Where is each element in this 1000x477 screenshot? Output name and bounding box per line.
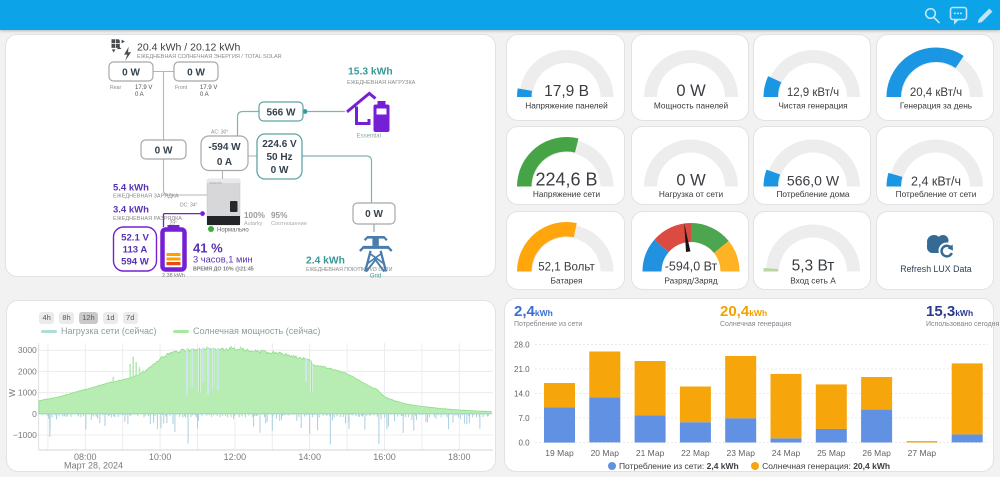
svg-text:0 W: 0 W [122, 68, 140, 79]
svg-text:21.0: 21.0 [514, 365, 530, 374]
svg-text:Март 28, 2024: Март 28, 2024 [64, 461, 123, 471]
svg-text:Потребление от сети: Потребление от сети [896, 189, 977, 199]
svg-text:0 W: 0 W [365, 209, 383, 220]
svg-text:Refresh LUX Data: Refresh LUX Data [900, 264, 971, 274]
svg-text:20 Мар: 20 Мар [591, 448, 620, 458]
svg-text:17.9 V: 17.9 V [135, 85, 152, 91]
svg-text:15.3 kWh: 15.3 kWh [348, 67, 393, 78]
svg-text:7.0: 7.0 [518, 414, 530, 423]
svg-text:29°: 29° [170, 221, 178, 227]
svg-text:Вход сеть А: Вход сеть А [790, 276, 836, 286]
svg-text:2000: 2000 [18, 366, 37, 376]
svg-text:22 Мар: 22 Мар [681, 448, 710, 458]
svg-text:Нагрузка от сети: Нагрузка от сети [658, 189, 723, 199]
svg-text:AC: 30°: AC: 30° [211, 130, 228, 136]
svg-text:ЕЖЕДНЕВНАЯ ЗАРЯДКА: ЕЖЕДНЕВНАЯ ЗАРЯДКА [113, 194, 179, 200]
svg-text:Батарея: Батарея [551, 276, 583, 286]
svg-text:20,4 кВт/ч: 20,4 кВт/ч [910, 87, 962, 99]
svg-text:566,0 W: 566,0 W [787, 173, 840, 189]
svg-text:0 W: 0 W [187, 68, 205, 79]
svg-text:Чистая генерация: Чистая генерация [778, 101, 847, 111]
svg-text:95%: 95% [271, 211, 288, 220]
svg-text:566 W: 566 W [267, 108, 296, 119]
svg-text:Разряд/Заряд: Разряд/Заряд [664, 276, 717, 286]
svg-text:28.0: 28.0 [514, 341, 530, 350]
svg-text:224.6 V: 224.6 V [262, 139, 297, 150]
svg-text:0: 0 [32, 409, 37, 419]
svg-text:ЕЖЕДНЕВНАЯ СОЛНЕЧНАЯ ЭНЕРГИЯ /: ЕЖЕДНЕВНАЯ СОЛНЕЧНАЯ ЭНЕРГИЯ / TOTAL SOL… [137, 54, 282, 60]
svg-text:10:00: 10:00 [149, 452, 172, 462]
svg-text:ЕЖЕДНЕВНАЯ НАГРУЗКА: ЕЖЕДНЕВНАЯ НАГРУЗКА [347, 80, 416, 86]
svg-text:0.0: 0.0 [518, 439, 530, 448]
svg-text:Потребление дома: Потребление дома [776, 189, 849, 199]
svg-text:Нормально: Нормально [217, 228, 249, 234]
svg-text:Grid: Grid [370, 273, 381, 278]
svg-text:0 A: 0 A [217, 157, 232, 168]
svg-text:12:00: 12:00 [224, 452, 247, 462]
svg-text:20.4 kWh / 20.12 kWh: 20.4 kWh / 20.12 kWh [137, 42, 240, 54]
svg-text:-594 W: -594 W [208, 142, 241, 153]
svg-text:Напряжение сети: Напряжение сети [533, 189, 601, 199]
svg-text:0 W: 0 W [676, 172, 706, 190]
svg-text:23 Мар: 23 Мар [726, 448, 755, 458]
svg-text:113 A: 113 A [123, 245, 148, 256]
svg-text:5.4 kWh: 5.4 kWh [113, 183, 149, 194]
svg-text:Essential: Essential [357, 134, 381, 140]
svg-text:Напряжение панелей: Напряжение панелей [525, 101, 608, 111]
svg-text:12,9 кВт/ч: 12,9 кВт/ч [787, 87, 839, 99]
svg-text:0 A: 0 A [200, 92, 209, 98]
svg-text:224,6 В: 224,6 В [535, 170, 597, 190]
svg-text:52,1 Вольт: 52,1 Вольт [538, 262, 595, 274]
svg-text:-594,0 Вт: -594,0 Вт [664, 260, 717, 274]
svg-text:100%: 100% [244, 211, 266, 220]
svg-text:Front: Front [175, 85, 188, 91]
svg-text:52.1 V: 52.1 V [121, 233, 149, 244]
svg-text:Соотношение: Соотношение [271, 221, 307, 227]
svg-text:3000: 3000 [18, 345, 37, 355]
svg-text:21 Мар: 21 Мар [636, 448, 665, 458]
svg-text:5,3 Вт: 5,3 Вт [792, 258, 835, 275]
svg-text:−1000: −1000 [13, 430, 37, 440]
svg-text:3 часов,1 мин: 3 часов,1 мин [193, 255, 253, 265]
svg-text:DC: 34°: DC: 34° [180, 203, 198, 209]
svg-text:25 Мар: 25 Мар [817, 448, 846, 458]
svg-text:16:00: 16:00 [373, 452, 396, 462]
svg-text:17,9 В: 17,9 В [544, 83, 589, 100]
svg-text:594 W: 594 W [121, 257, 150, 268]
svg-text:Мощность панелей: Мощность панелей [653, 101, 728, 111]
svg-text:19 Мар: 19 Мар [545, 448, 574, 458]
svg-text:ЕЖЕДНЕВНАЯ РАЗРЯДКА: ЕЖЕДНЕВНАЯ РАЗРЯДКА [113, 216, 182, 222]
svg-text:2.38 kWh: 2.38 kWh [162, 273, 185, 278]
svg-text:50 Hz: 50 Hz [266, 152, 292, 163]
svg-text:Autarky: Autarky [244, 221, 263, 227]
svg-text:17.9 V: 17.9 V [200, 85, 217, 91]
svg-text:ВРЕМЯ ДО 10% @21:45: ВРЕМЯ ДО 10% @21:45 [193, 267, 254, 273]
svg-text:Rear: Rear [110, 85, 122, 91]
svg-text:24 Мар: 24 Мар [772, 448, 801, 458]
svg-text:0 W: 0 W [676, 82, 706, 100]
svg-text:41 %: 41 % [193, 241, 223, 256]
svg-text:SUNSYNK: SUNSYNK [210, 181, 223, 185]
svg-text:ЕЖЕДНЕВНАЯ ПОКУПКА ИЗ СЕТИ: ЕЖЕДНЕВНАЯ ПОКУПКА ИЗ СЕТИ [306, 267, 393, 273]
svg-text:14:00: 14:00 [298, 452, 321, 462]
svg-text:1000: 1000 [18, 388, 37, 398]
svg-text:0 A: 0 A [135, 92, 144, 98]
svg-text:26 Мар: 26 Мар [862, 448, 891, 458]
svg-text:27 Мар: 27 Мар [908, 448, 937, 458]
svg-text:2,4 кВт/ч: 2,4 кВт/ч [911, 175, 961, 189]
svg-text:08:00: 08:00 [74, 452, 97, 462]
svg-text:14.0: 14.0 [514, 390, 530, 399]
svg-text:2.4 kWh: 2.4 kWh [306, 256, 345, 267]
svg-text:0 W: 0 W [155, 146, 173, 157]
svg-text:W: W [7, 389, 17, 397]
svg-text:3.4 kWh: 3.4 kWh [113, 205, 149, 216]
svg-text:Генерация за день: Генерация за день [900, 101, 972, 111]
svg-text:18:00: 18:00 [448, 452, 471, 462]
svg-text:0 W: 0 W [271, 165, 289, 176]
